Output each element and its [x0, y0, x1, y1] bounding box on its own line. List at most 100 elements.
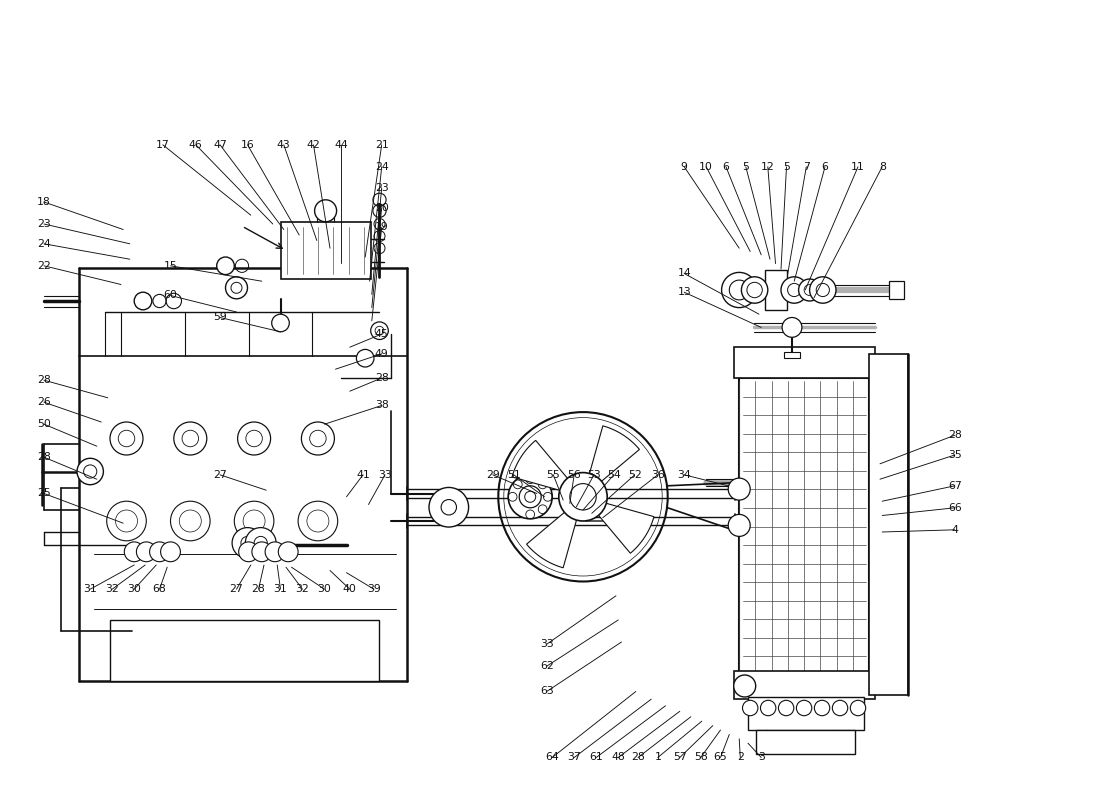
Ellipse shape [238, 422, 271, 455]
Text: 44: 44 [334, 140, 348, 150]
Text: 12: 12 [761, 162, 774, 172]
Circle shape [799, 279, 821, 301]
Text: 23: 23 [375, 182, 388, 193]
Bar [756, 730, 855, 754]
Bar [784, 352, 800, 358]
Circle shape [239, 542, 258, 562]
Text: 27: 27 [230, 584, 243, 594]
Text: 38: 38 [375, 401, 388, 410]
Ellipse shape [107, 501, 146, 541]
Text: 20: 20 [375, 202, 388, 213]
Text: 17: 17 [156, 140, 169, 150]
Text: 16: 16 [241, 140, 254, 150]
Text: 46: 46 [189, 140, 202, 150]
Text: 6: 6 [723, 162, 729, 172]
Ellipse shape [298, 501, 338, 541]
Text: 40: 40 [343, 584, 356, 594]
Circle shape [742, 700, 758, 716]
Text: 33: 33 [540, 639, 553, 650]
Circle shape [124, 542, 144, 562]
Circle shape [161, 542, 180, 562]
Circle shape [136, 542, 156, 562]
Ellipse shape [234, 501, 274, 541]
Circle shape [278, 542, 298, 562]
Text: 61: 61 [590, 753, 603, 762]
Text: 33: 33 [378, 470, 392, 480]
Polygon shape [596, 502, 654, 554]
Text: 56: 56 [568, 470, 581, 480]
Circle shape [226, 277, 248, 298]
Bar [748, 697, 864, 730]
Ellipse shape [301, 422, 334, 455]
Circle shape [734, 675, 756, 697]
Text: 52: 52 [628, 470, 641, 480]
Text: 67: 67 [948, 481, 961, 490]
Text: 28: 28 [948, 430, 961, 440]
Circle shape [265, 542, 285, 562]
Circle shape [779, 700, 794, 716]
Text: 13: 13 [678, 287, 691, 298]
Bar [764, 270, 786, 310]
Text: 15: 15 [164, 261, 177, 270]
Bar [280, 222, 371, 279]
Circle shape [315, 200, 337, 222]
Text: 29: 29 [486, 470, 499, 480]
Text: 19: 19 [375, 222, 388, 232]
Circle shape [232, 528, 263, 558]
Text: 32: 32 [106, 584, 119, 594]
Text: 4: 4 [952, 525, 958, 534]
Circle shape [559, 473, 607, 521]
Circle shape [508, 474, 552, 518]
Text: 31: 31 [84, 584, 97, 594]
Text: 65: 65 [714, 753, 727, 762]
Text: 37: 37 [568, 753, 581, 762]
Circle shape [796, 700, 812, 716]
Text: 3: 3 [758, 753, 764, 762]
Text: 57: 57 [673, 753, 686, 762]
Text: 66: 66 [948, 502, 961, 513]
Text: 28: 28 [375, 373, 388, 383]
Text: 27: 27 [213, 470, 227, 480]
Text: 28: 28 [631, 753, 645, 762]
Circle shape [833, 700, 848, 716]
Ellipse shape [110, 422, 143, 455]
Text: 64: 64 [546, 753, 559, 762]
Circle shape [781, 277, 807, 303]
Circle shape [741, 277, 768, 303]
Circle shape [810, 277, 836, 303]
Text: 21: 21 [375, 140, 388, 150]
Text: 32: 32 [296, 584, 309, 594]
Text: 68: 68 [153, 584, 166, 594]
Bar [889, 282, 904, 299]
Text: 26: 26 [37, 397, 51, 407]
Circle shape [77, 458, 103, 485]
Text: 48: 48 [612, 753, 625, 762]
Text: 42: 42 [307, 140, 320, 150]
Circle shape [217, 257, 234, 274]
Circle shape [429, 487, 469, 527]
Text: 14: 14 [678, 269, 691, 278]
Circle shape [272, 314, 289, 332]
Text: 36: 36 [651, 470, 664, 480]
Text: 5: 5 [783, 162, 790, 172]
Ellipse shape [174, 422, 207, 455]
Text: 24: 24 [375, 162, 388, 172]
Circle shape [782, 318, 802, 338]
Text: 31: 31 [274, 584, 287, 594]
Text: 5: 5 [742, 162, 749, 172]
Text: 43: 43 [277, 140, 290, 150]
Circle shape [252, 542, 272, 562]
Circle shape [814, 700, 829, 716]
Text: 28: 28 [37, 452, 51, 462]
Text: 51: 51 [507, 470, 520, 480]
Text: 62: 62 [540, 661, 553, 671]
Ellipse shape [170, 501, 210, 541]
Text: 58: 58 [694, 753, 707, 762]
Text: 11: 11 [851, 162, 865, 172]
Text: 53: 53 [587, 470, 601, 480]
Circle shape [728, 478, 750, 500]
Polygon shape [527, 510, 578, 568]
Text: 55: 55 [547, 470, 560, 480]
Text: 7: 7 [803, 162, 810, 172]
Text: 6: 6 [822, 162, 828, 172]
